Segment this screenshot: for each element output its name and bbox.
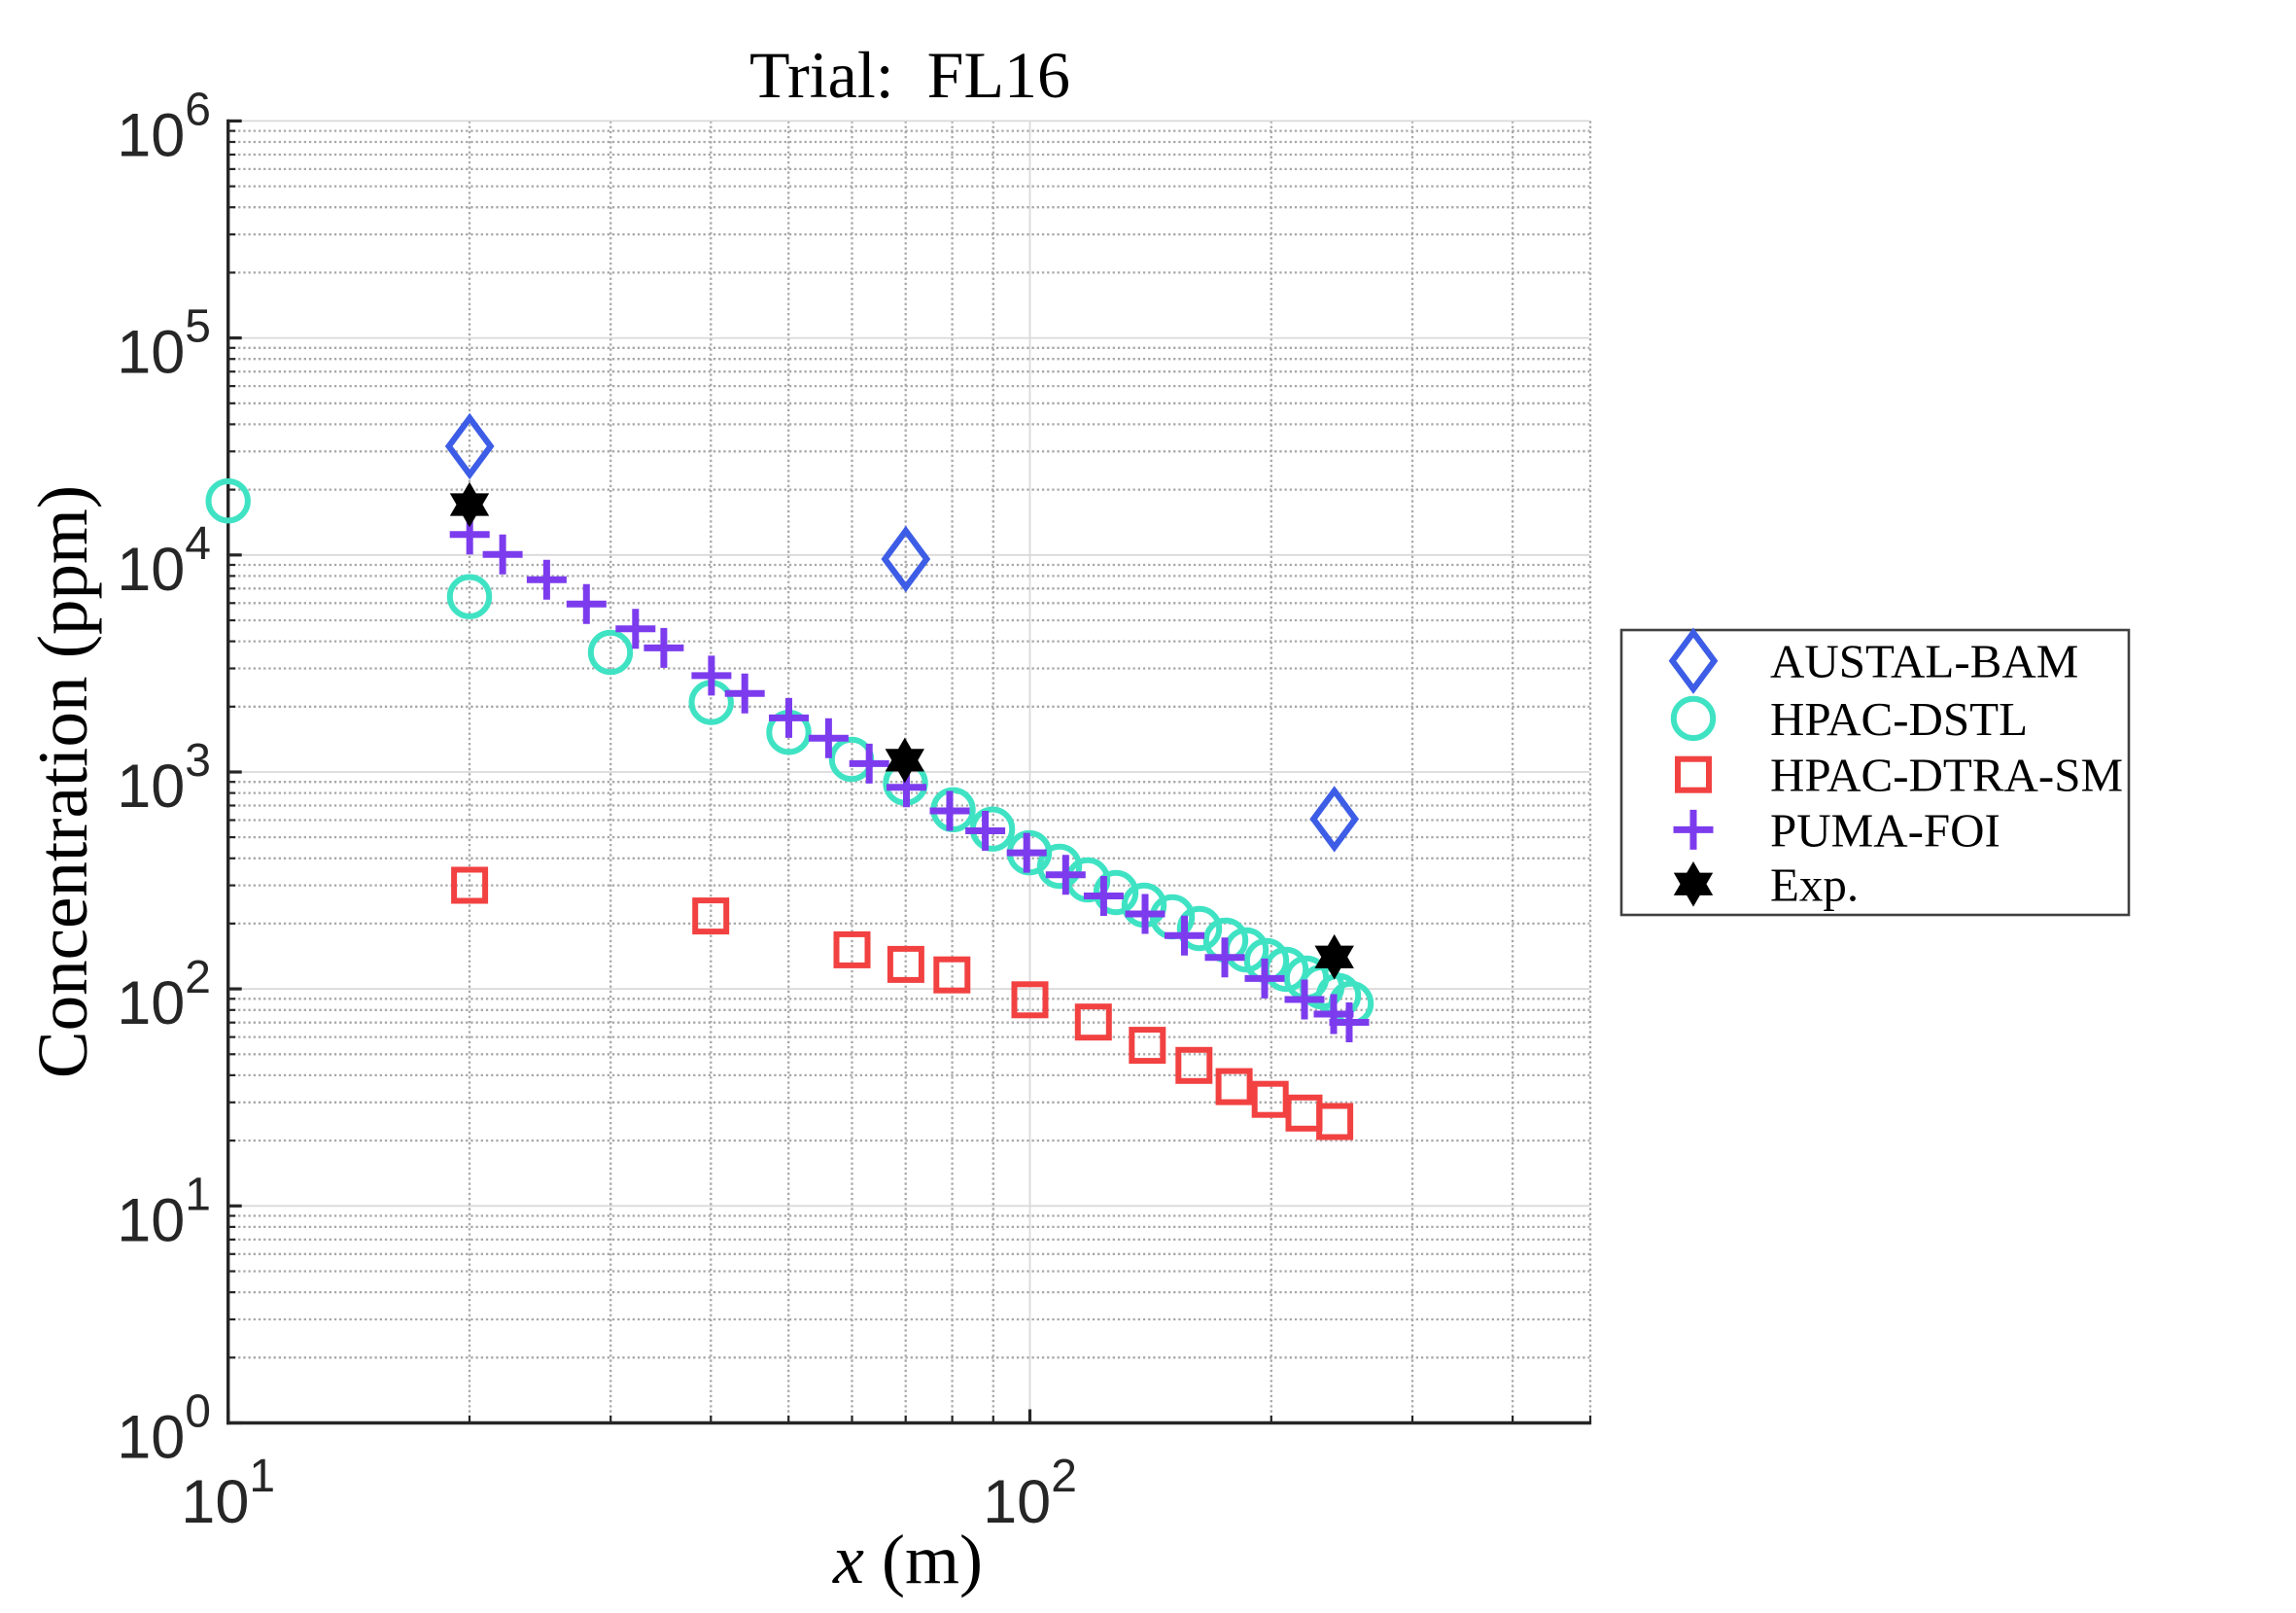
svg-text:Exp.: Exp.: [1770, 858, 1859, 911]
svg-text:AUSTAL-BAM: AUSTAL-BAM: [1770, 635, 2078, 688]
svg-text:Trial: FL16: Trial: FL16: [749, 38, 1070, 112]
svg-text:HPAC-DSTL: HPAC-DSTL: [1770, 692, 2028, 746]
svg-text:Concentration (ppm): Concentration (ppm): [23, 485, 102, 1078]
svg-text:x (m): x (m): [832, 1521, 983, 1598]
svg-text:PUMA-FOI: PUMA-FOI: [1770, 803, 2000, 857]
svg-text:HPAC-DTRA-SM: HPAC-DTRA-SM: [1770, 749, 2123, 802]
